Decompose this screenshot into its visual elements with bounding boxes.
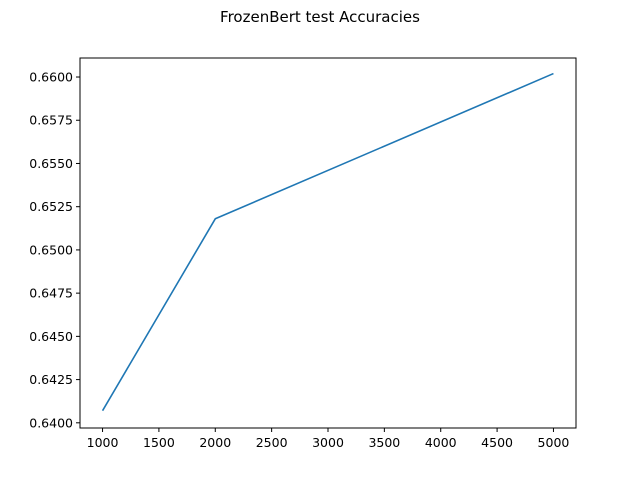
y-tick-label: 0.6575 <box>29 113 73 128</box>
y-tick-label: 0.6500 <box>29 242 73 257</box>
y-tick-label: 0.6425 <box>29 372 73 387</box>
y-axis: 0.6400 0.6425 0.6450 0.6475 0.6500 0.6525 0.65… <box>29 70 80 430</box>
y-tick-label: 0.6400 <box>29 415 73 430</box>
x-tick-label: 1500 <box>143 435 175 450</box>
x-tick-label: 3000 <box>312 435 344 450</box>
x-tick-label: 2000 <box>199 435 231 450</box>
x-tick-label: 2500 <box>256 435 288 450</box>
x-tick-label: 4000 <box>425 435 457 450</box>
x-tick-label: 3500 <box>368 435 400 450</box>
series-line-0 <box>101 72 554 412</box>
y-tick-label: 0.6550 <box>29 156 73 171</box>
x-axis: 1000 1500 2000 2500 3000 3500 4000 4500 5000 <box>87 428 570 450</box>
y-tick-label: 0.6450 <box>29 329 73 344</box>
y-tick-label: 0.6600 <box>29 70 73 85</box>
axes-frame <box>79 57 577 429</box>
x-tick-label: 4500 <box>481 435 513 450</box>
chart-title: FrozenBert test Accuracies <box>220 8 420 26</box>
y-tick-label: 0.6525 <box>29 199 73 214</box>
y-tick-label: 0.6475 <box>29 286 73 301</box>
plot-area <box>101 72 554 412</box>
x-tick-label: 1000 <box>87 435 119 450</box>
x-tick-label: 5000 <box>538 435 570 450</box>
